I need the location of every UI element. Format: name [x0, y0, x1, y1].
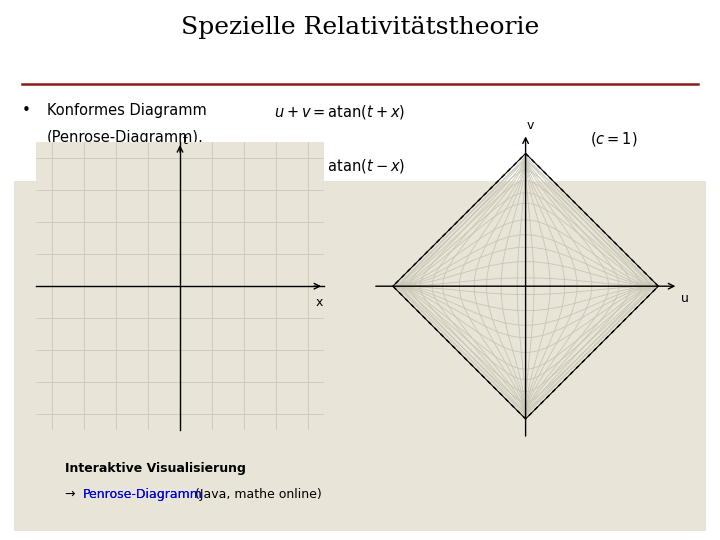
Text: Spezielle Relativitätstheorie: Spezielle Relativitätstheorie — [181, 16, 539, 39]
Text: u: u — [681, 292, 689, 305]
Text: (Java, mathe online): (Java, mathe online) — [191, 489, 322, 502]
Text: x: x — [315, 296, 323, 309]
Text: „Kompaktifizierung“: „Kompaktifizierung“ — [47, 157, 194, 172]
Bar — [14, 181, 706, 531]
Text: t: t — [182, 134, 187, 147]
Text: Penrose-Diagramm: Penrose-Diagramm — [83, 489, 202, 502]
Text: Konformes Diagramm: Konformes Diagramm — [47, 103, 207, 118]
Text: $u + v = \mathrm{atan}(t + x)$: $u + v = \mathrm{atan}(t + x)$ — [274, 103, 405, 121]
Text: Interaktive Visualisierung: Interaktive Visualisierung — [65, 462, 246, 475]
Text: (Penrose-Diagramm),: (Penrose-Diagramm), — [47, 130, 204, 145]
Text: Penrose-Diagramm: Penrose-Diagramm — [83, 489, 202, 502]
Text: •: • — [22, 103, 30, 118]
Text: $(c = 1)$: $(c = 1)$ — [590, 130, 638, 148]
Text: →: → — [65, 489, 79, 502]
Text: v: v — [526, 119, 534, 132]
Text: $u - v = \mathrm{atan}(t - x)$: $u - v = \mathrm{atan}(t - x)$ — [274, 157, 405, 175]
